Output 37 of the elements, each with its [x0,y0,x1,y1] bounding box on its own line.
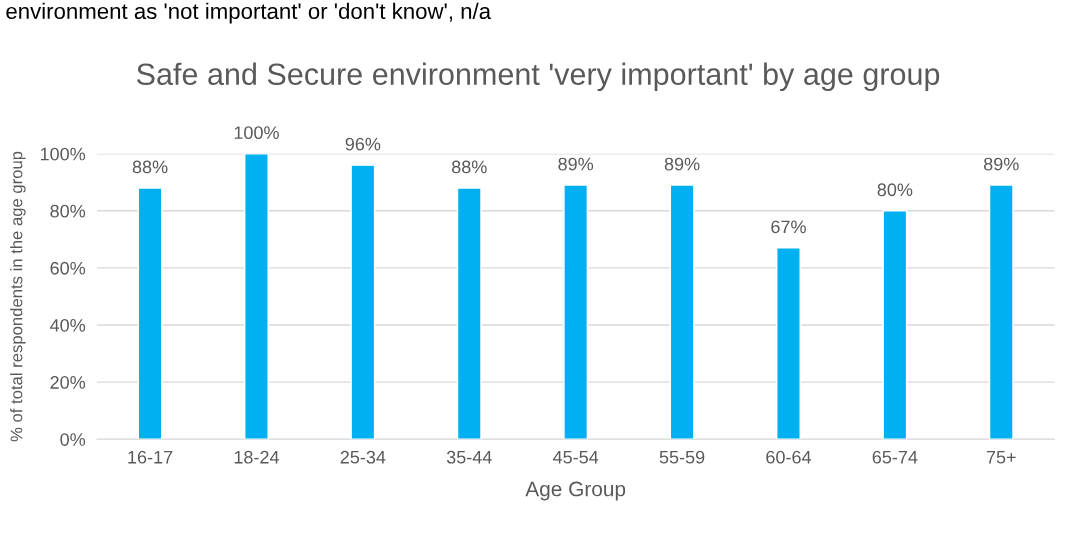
bar [563,184,589,440]
x-axis-title: Age Group [525,481,626,501]
data-label: 89% [558,157,594,171]
bar [137,187,163,440]
y-tick-label: 80% [50,204,86,218]
data-label: 89% [664,157,700,171]
y-tick-label: 40% [50,318,86,332]
x-tick-label: 60-64 [766,450,812,464]
x-tick-label: 75+ [986,450,1016,464]
bar [776,247,801,440]
y-tick-label: 20% [50,376,86,389]
data-label: 100% [234,126,279,140]
bar [456,187,482,440]
bar [988,184,1014,440]
x-tick-label: 18-24 [234,450,280,464]
data-label: 89% [983,157,1019,171]
text: environment as 'not important' or 'don't know', n/a [6,2,492,24]
bar [882,210,908,440]
bar [350,164,376,440]
x-tick-label: 55-59 [659,450,705,464]
x-tick-label: 35-44 [446,450,492,464]
bar [244,153,269,440]
y-tick-label: 60% [50,261,86,275]
data-label: 80% [877,183,913,197]
chart-title: Safe and Secure environment 'very important' by age group [136,62,940,92]
x-tick-label: 65-74 [872,450,918,464]
y-axis-title: % of total respondents in the age group [10,151,26,442]
y-tick-label: 0% [60,433,86,446]
x-tick-label: 25-34 [340,450,386,464]
x-tick-label: 45-54 [552,450,599,464]
bar [669,184,695,440]
data-label: 67% [771,220,806,234]
data-label: 96% [345,137,381,151]
data-label: 88% [451,160,487,174]
y-tick-label: 100% [40,147,86,161]
x-tick-label: 16-17 [128,450,173,464]
data-label: 88% [132,160,168,174]
